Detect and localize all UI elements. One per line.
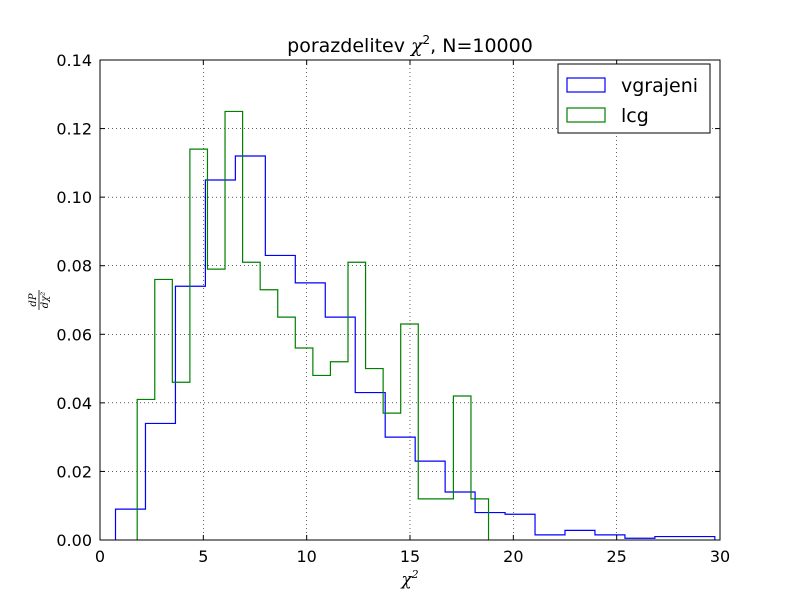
tick-labels: 0 5 10 15 20 25 30 0.00 0.02 0.04 0.06 0.08 0.10 0.12… xyxy=(56,51,730,566)
x-tick-label: 25 xyxy=(606,547,626,566)
y-axis-label-denominator: dχ² xyxy=(40,292,51,308)
y-tick-label: 0.00 xyxy=(56,531,92,550)
y-tick-label: 0.06 xyxy=(56,325,92,344)
x-tick-label: 20 xyxy=(503,547,523,566)
x-tick-label: 30 xyxy=(710,547,730,566)
legend: vgrajeni lcg xyxy=(557,63,711,134)
chart-title: porazdelitev χ2, N=10000 xyxy=(287,33,533,57)
x-axis-label: χ2 xyxy=(400,568,418,590)
legend-label-vgrajeni: vgrajeni xyxy=(621,75,698,97)
y-tick-label: 0.12 xyxy=(56,120,92,139)
y-tick-label: 0.04 xyxy=(56,394,92,413)
series-step-lcg xyxy=(136,110,490,540)
y-tick-label: 0.14 xyxy=(56,51,92,70)
y-tick-label: 0.08 xyxy=(56,257,92,276)
x-tick-label: 10 xyxy=(296,547,316,566)
y-tick-label: 0.02 xyxy=(56,462,92,481)
y-tick-label: 0.10 xyxy=(56,188,92,207)
legend-swatch-lcg xyxy=(566,107,606,123)
series-step-vgrajeni xyxy=(114,155,716,540)
legend-swatch-vgrajeni xyxy=(566,77,606,93)
y-axis-label-numerator: dP xyxy=(28,293,39,306)
x-tick-label: 5 xyxy=(198,547,208,566)
x-tick-label: 0 xyxy=(95,547,105,566)
y-axis-label: dP dχ² xyxy=(28,290,51,310)
legend-label-lcg: lcg xyxy=(621,105,649,127)
ticks xyxy=(99,59,721,541)
x-tick-label: 15 xyxy=(400,547,420,566)
series-layer xyxy=(114,110,716,540)
